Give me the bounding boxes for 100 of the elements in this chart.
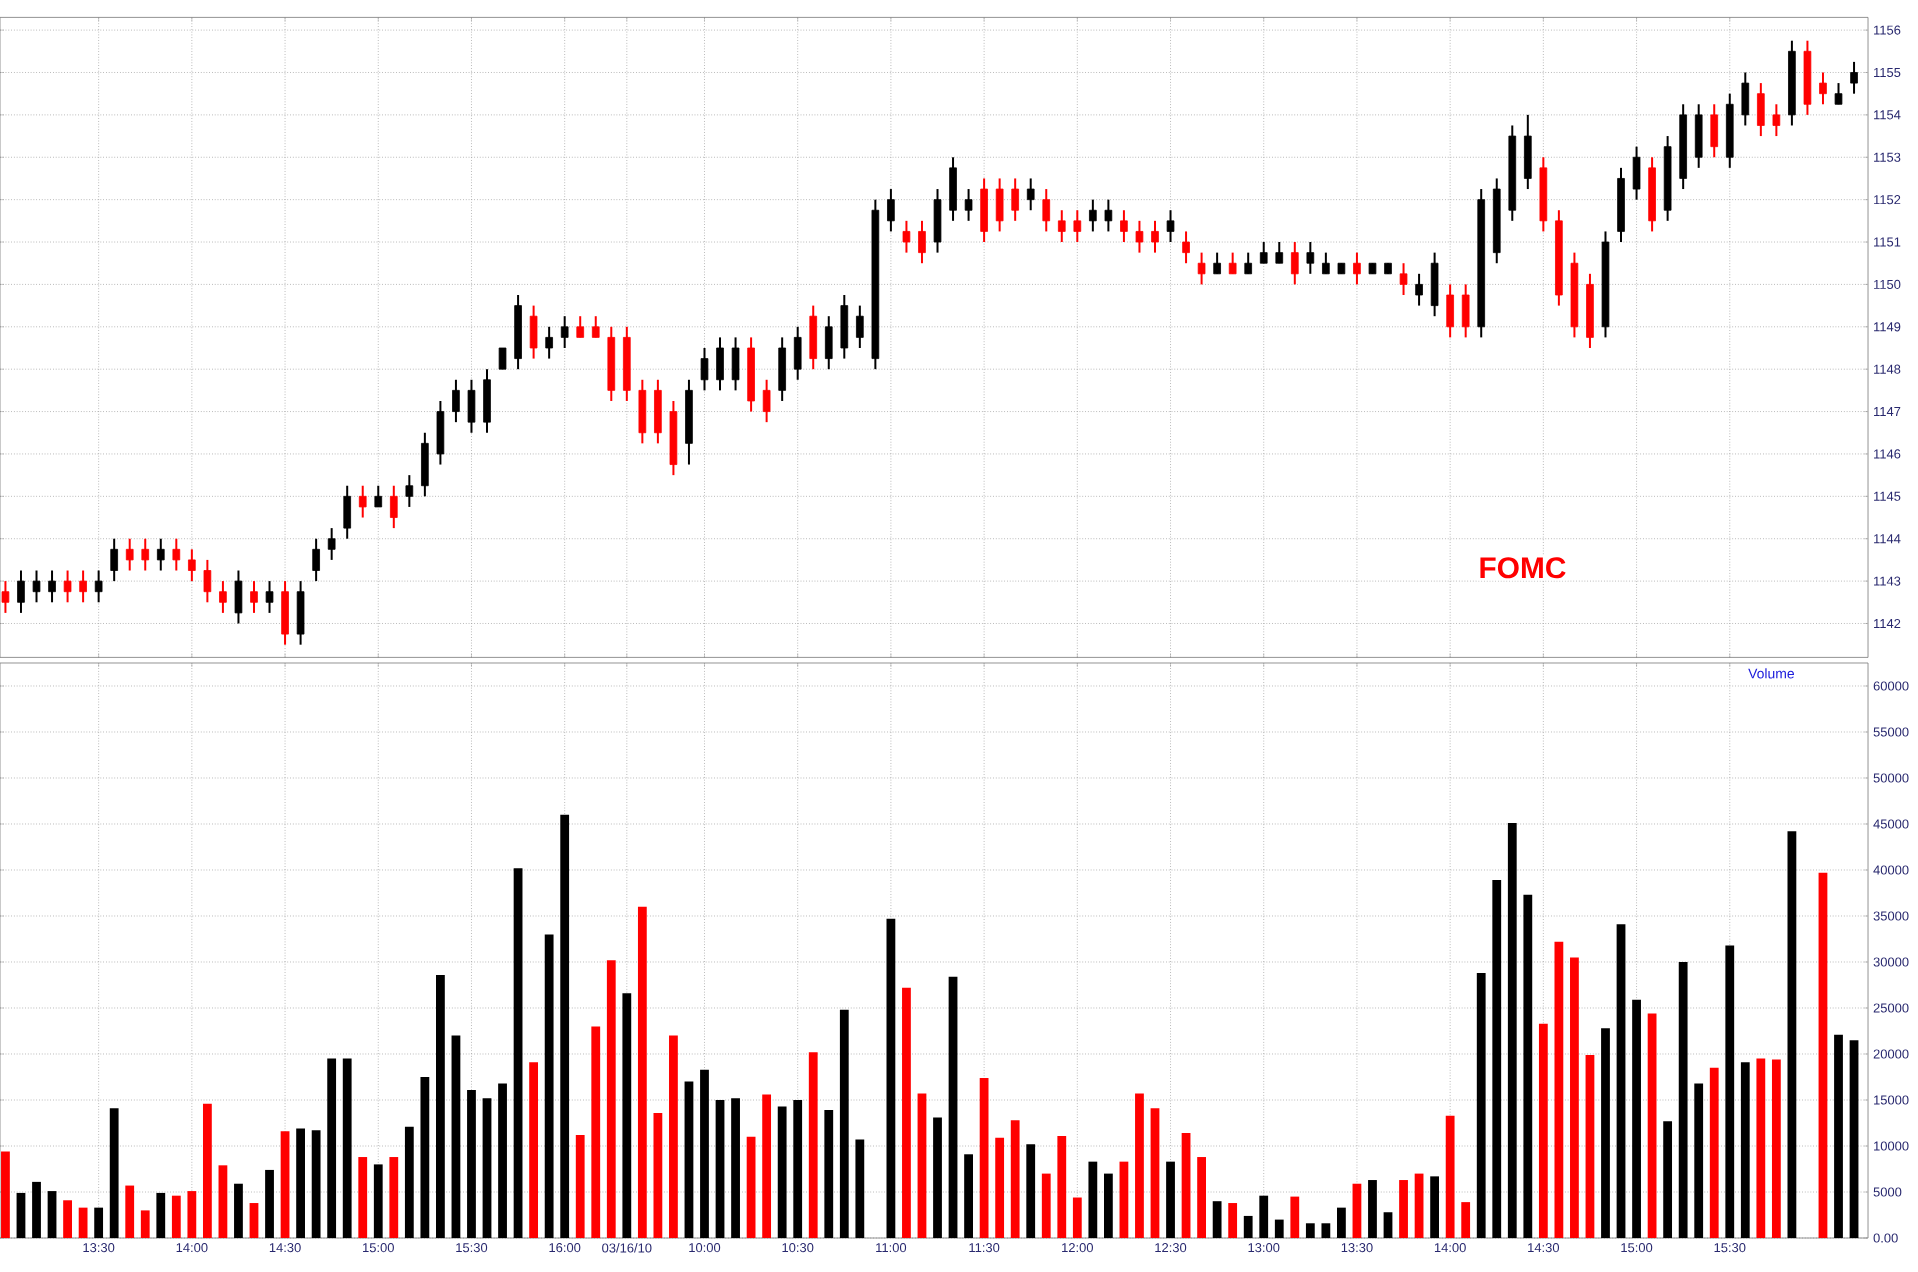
bar [700,1069,709,1238]
candlestick [94,569,103,604]
bar [684,1081,694,1238]
bar [140,1210,150,1238]
bar [979,1077,989,1238]
bar [265,1169,274,1238]
candlestick [219,580,227,614]
candlestick [902,219,911,254]
bar [1834,1034,1843,1238]
candlestick [1182,230,1190,265]
bar [358,1157,368,1238]
candlestick [296,580,305,646]
bar [886,918,896,1238]
candlestick [1834,82,1843,106]
candlestick [654,378,662,445]
bar [746,1136,756,1238]
bar [1709,1067,1719,1238]
candlestick [172,537,181,572]
bar [451,1035,461,1238]
candlestick [918,219,926,265]
bar [1352,1183,1362,1238]
bar [404,1126,414,1238]
bar [777,1106,787,1238]
bar [218,1165,228,1238]
candlestick [995,177,1004,233]
candlestick [32,569,41,604]
bar [1290,1196,1300,1238]
bar [933,1117,942,1238]
candlestick [1104,198,1113,233]
candlestick [250,580,258,614]
candlestick [141,537,150,572]
bar [1787,831,1797,1238]
bar [1818,872,1828,1238]
candlestick [1228,251,1237,275]
bar [1771,1059,1781,1238]
candlestick [1089,198,1097,233]
bar [1740,1062,1750,1238]
candlestick [1120,209,1128,244]
bar [669,1035,678,1238]
candlestick [1353,251,1361,286]
candlestick [48,569,56,604]
bar [1554,941,1564,1238]
candlestick [856,304,864,349]
bar [855,1139,865,1238]
bar [1383,1212,1393,1238]
candlestick [1197,251,1206,286]
bar [715,1100,725,1238]
candlestick [343,484,352,540]
bar [187,1191,197,1238]
bar [606,960,616,1238]
candlestick [762,378,771,424]
candlestick [1073,209,1082,244]
bar [1119,1161,1129,1238]
candlestick [1415,272,1423,307]
candlestick [1694,103,1703,169]
bar [482,1098,492,1238]
candlestick [1306,241,1315,275]
candlestick [327,527,336,561]
candlestick [591,315,600,339]
candlestick [1632,145,1641,201]
bar [1678,961,1688,1238]
bar [1538,1023,1548,1238]
bar [1274,1219,1284,1238]
candlestick [638,378,647,445]
bar [1259,1195,1269,1238]
bar [1476,973,1486,1238]
candlestick [110,537,118,583]
candlestick [1850,60,1858,95]
candlestick [1135,219,1144,254]
candlestick [545,325,553,360]
bar [544,934,554,1238]
candlestick [1057,209,1066,244]
candlestick [949,156,957,222]
bar [1,1151,10,1238]
bar [902,987,911,1238]
candlestick [188,548,196,583]
bar [762,1094,772,1238]
bar [234,1183,243,1238]
candlestick [840,294,849,360]
bar [311,1130,321,1238]
candlestick [421,431,429,498]
bar [731,1098,740,1238]
candlestick [79,569,87,604]
bar [575,1134,585,1238]
candlestick [467,378,476,434]
bar [1321,1223,1331,1238]
bar [498,1083,507,1238]
bar [1570,957,1579,1238]
bar [1414,1173,1424,1238]
candlestick [281,580,289,646]
bar [808,1052,818,1238]
candlestick [1757,82,1765,138]
candlestick [1430,251,1439,318]
bar [78,1207,88,1238]
bar [47,1191,57,1238]
bar [420,1076,430,1238]
candlestick [374,484,383,508]
bar [1616,924,1626,1238]
candlestick [824,315,833,371]
bar [529,1062,539,1238]
